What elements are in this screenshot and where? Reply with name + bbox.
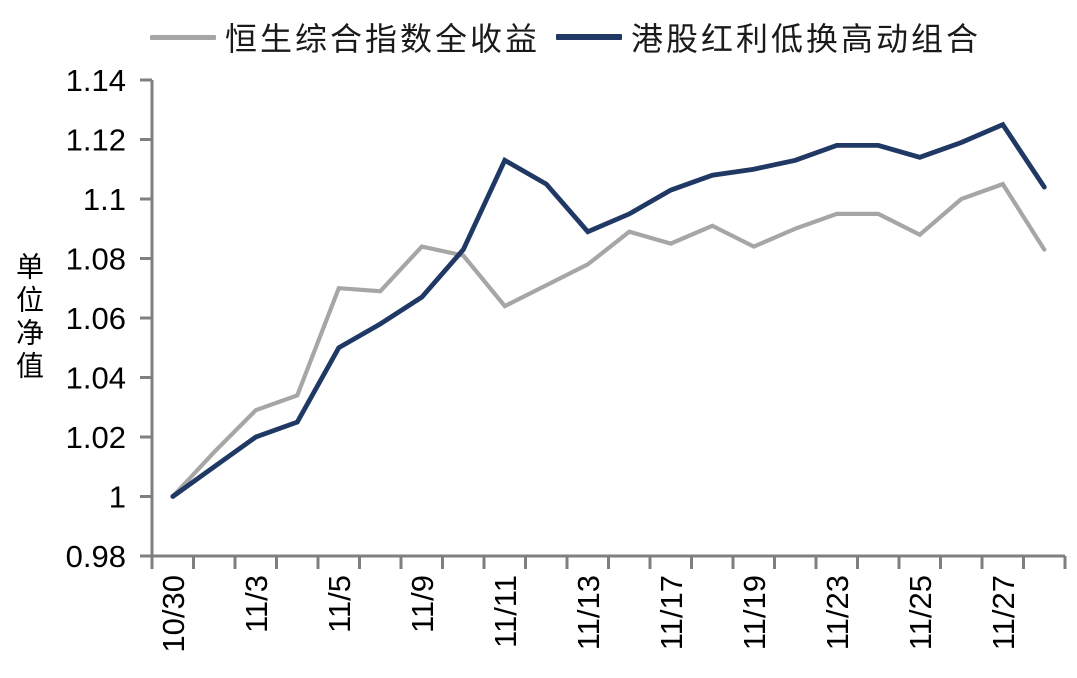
y-tick-label: 1.02 <box>66 420 126 455</box>
navy-line-swatch-icon <box>556 34 623 40</box>
y-tick-label: 1.1 <box>83 182 126 217</box>
legend-item-portfolio: 港股红利低换高动组合 <box>556 14 981 60</box>
x-tick-label: 11/17 <box>654 575 689 650</box>
gray-line-swatch-icon <box>150 34 216 40</box>
legend-label-hang-seng: 恒生综合指数全收益 <box>225 21 541 57</box>
y-tick-label: 1.12 <box>66 123 126 158</box>
legend-label-portfolio: 港股红利低换高动组合 <box>631 21 982 57</box>
x-tick-label: 11/23 <box>820 575 855 650</box>
x-tick-label: 10/30 <box>156 575 191 653</box>
y-tick-label: 1.06 <box>66 301 126 336</box>
x-tick-label: 11/5 <box>322 575 357 633</box>
x-tick-label: 11/11 <box>488 575 523 648</box>
y-tick-label: 0.98 <box>66 539 126 574</box>
y-tick-label: 1.04 <box>66 361 126 396</box>
x-tick-label: 11/9 <box>405 575 440 633</box>
legend: 恒生综合指数全收益 港股红利低换高动组合 <box>150 14 981 60</box>
series-line-1 <box>170 121 1047 499</box>
y-tick-label: 1.14 <box>66 63 126 98</box>
x-tick-label: 11/3 <box>239 575 274 633</box>
x-tick-label: 11/25 <box>903 575 938 650</box>
y-axis-title: 单位净值 <box>13 252 44 384</box>
y-tick-label: 1 <box>109 480 126 515</box>
series-line-0 <box>170 181 1047 499</box>
x-tick-label: 11/13 <box>571 575 606 650</box>
y-tick-label: 1.08 <box>66 242 126 277</box>
x-tick-label: 11/27 <box>986 575 1021 650</box>
legend-item-hang-seng: 恒生综合指数全收益 <box>150 14 540 60</box>
x-tick-label: 11/19 <box>737 575 772 650</box>
